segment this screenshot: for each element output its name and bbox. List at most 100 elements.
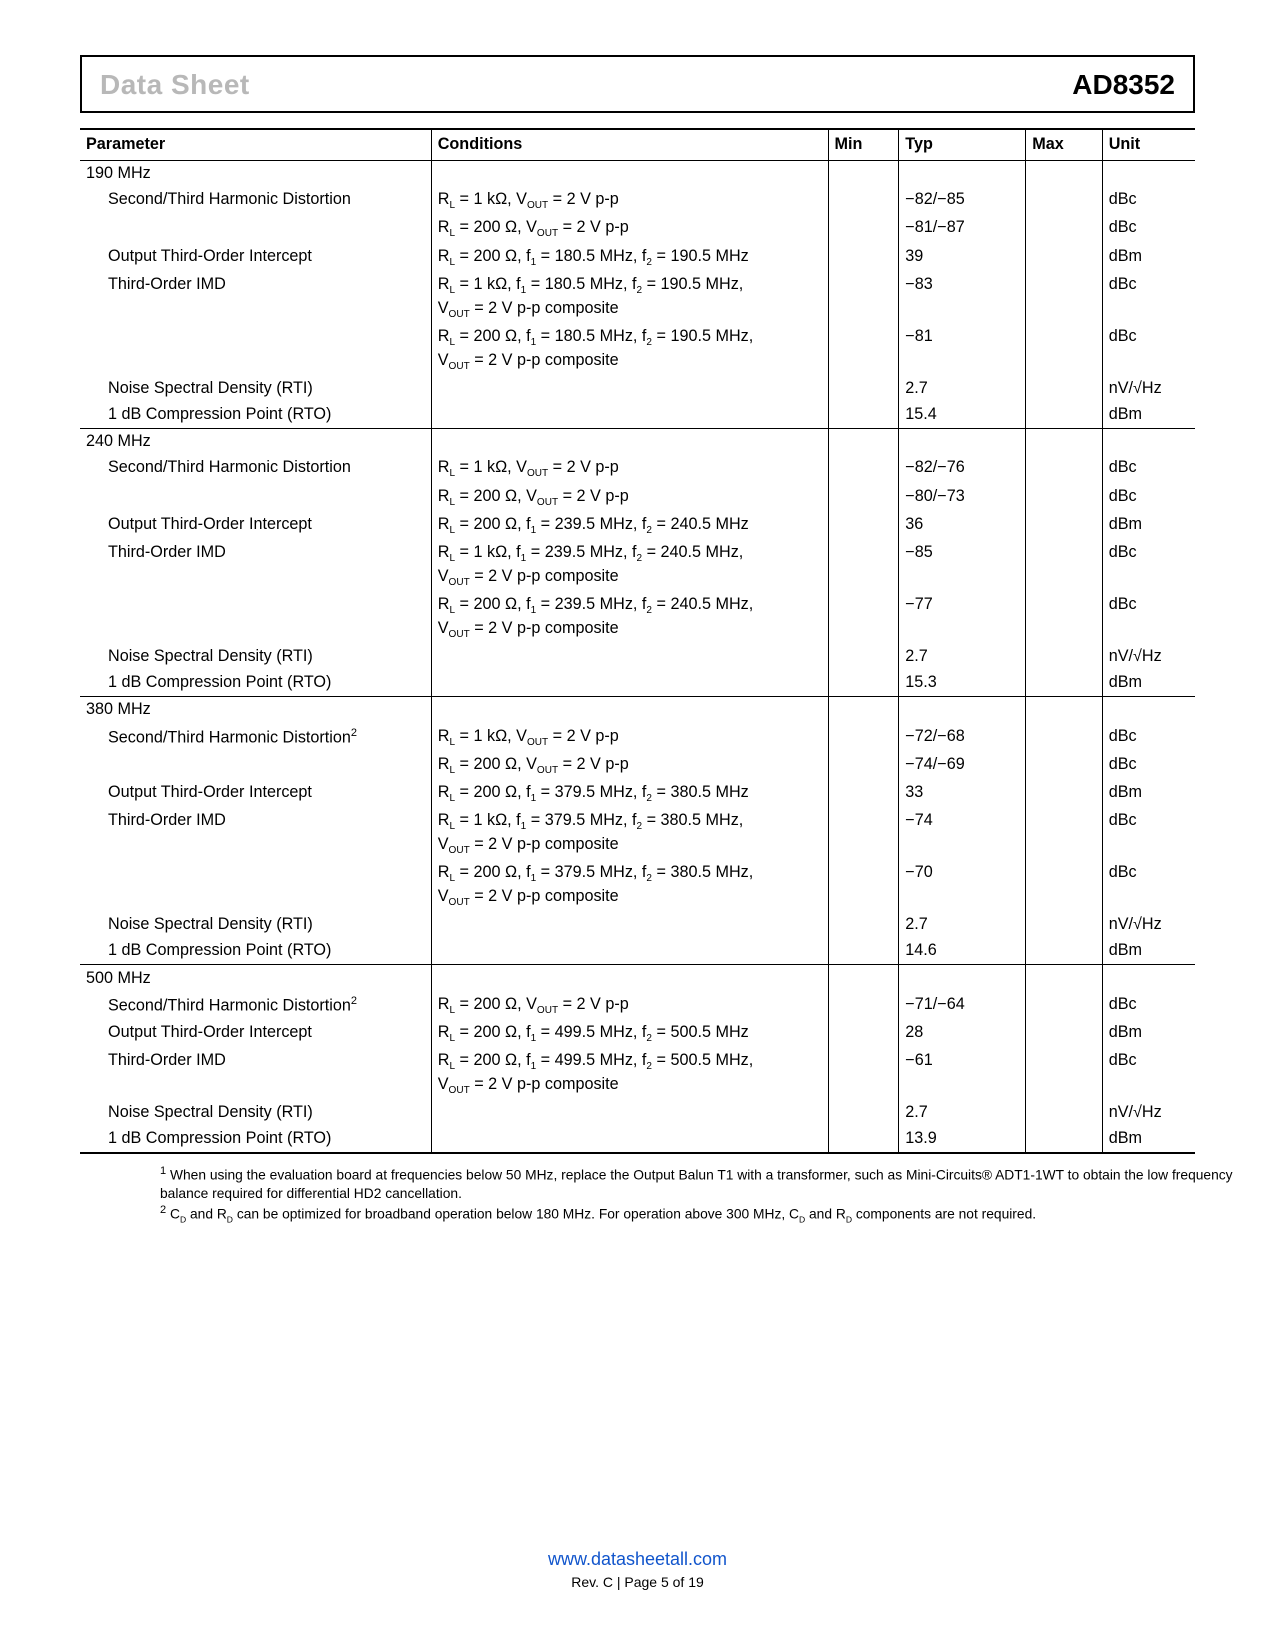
col-typ: Typ (899, 129, 1026, 160)
cell-unit: dBm (1102, 1020, 1195, 1048)
cell-unit: nV/√Hz (1102, 1100, 1195, 1126)
cell-max (1026, 272, 1102, 324)
cell-parameter: Output Third-Order Intercept (80, 512, 431, 540)
cell-unit: dBc (1102, 860, 1195, 912)
table-row: RL = 200 Ω, f1 = 180.5 MHz, f2 = 190.5 M… (80, 324, 1195, 376)
table-row: Output Third-Order InterceptRL = 200 Ω, … (80, 512, 1195, 540)
cell-unit: dBc (1102, 324, 1195, 376)
table-row: Third-Order IMDRL = 1 kΩ, f1 = 379.5 MHz… (80, 808, 1195, 860)
cell-conditions: RL = 200 Ω, VOUT = 2 V p-p (431, 992, 828, 1020)
cell-unit: dBc (1102, 992, 1195, 1020)
cell-conditions: RL = 200 Ω, f1 = 499.5 MHz, f2 = 500.5 M… (431, 1048, 828, 1100)
cell-unit: dBm (1102, 243, 1195, 271)
part-number: AD8352 (1072, 69, 1175, 101)
cell-parameter: Third-Order IMD (80, 1048, 431, 1100)
table-row: Third-Order IMDRL = 1 kΩ, f1 = 180.5 MHz… (80, 272, 1195, 324)
cell-typ: −74/−69 (899, 752, 1026, 780)
cell-conditions: RL = 200 Ω, VOUT = 2 V p-p (431, 215, 828, 243)
cell-typ: −74 (899, 808, 1026, 860)
cell-conditions: RL = 1 kΩ, f1 = 239.5 MHz, f2 = 240.5 MH… (431, 540, 828, 592)
spec-table-container: Parameter Conditions Min Typ Max Unit 19… (80, 128, 1195, 1226)
cell-max (1026, 376, 1102, 402)
cell-unit: dBc (1102, 1048, 1195, 1100)
cell-max (1026, 402, 1102, 429)
cell-parameter (80, 860, 431, 912)
cell-unit: dBm (1102, 512, 1195, 540)
cell-typ: 14.6 (899, 938, 1026, 965)
spec-table: Parameter Conditions Min Typ Max Unit 19… (80, 128, 1195, 1154)
cell-conditions: RL = 1 kΩ, f1 = 379.5 MHz, f2 = 380.5 MH… (431, 808, 828, 860)
col-conditions: Conditions (431, 129, 828, 160)
cell-unit: dBm (1102, 402, 1195, 429)
cell-parameter: Noise Spectral Density (RTI) (80, 376, 431, 402)
cell-parameter: 1 dB Compression Point (RTO) (80, 670, 431, 697)
cell-min (828, 912, 899, 938)
cell-max (1026, 187, 1102, 215)
table-row: Second/Third Harmonic Distortion2RL = 20… (80, 992, 1195, 1020)
cell-typ: −71/−64 (899, 992, 1026, 1020)
cell-unit: dBm (1102, 780, 1195, 808)
cell-typ: −77 (899, 592, 1026, 644)
cell-max (1026, 670, 1102, 697)
cell-conditions (431, 402, 828, 429)
cell-unit: nV/√Hz (1102, 644, 1195, 670)
table-row: Second/Third Harmonic Distortion2RL = 1 … (80, 723, 1195, 751)
cell-max (1026, 938, 1102, 965)
table-row: Second/Third Harmonic DistortionRL = 1 k… (80, 455, 1195, 483)
cell-unit: dBc (1102, 592, 1195, 644)
cell-conditions (431, 644, 828, 670)
cell-parameter: Second/Third Harmonic Distortion (80, 455, 431, 483)
table-row: Noise Spectral Density (RTI)2.7nV/√Hz (80, 1100, 1195, 1126)
cell-parameter: Noise Spectral Density (RTI) (80, 644, 431, 670)
cell-min (828, 402, 899, 429)
cell-max (1026, 912, 1102, 938)
table-row: Output Third-Order InterceptRL = 200 Ω, … (80, 243, 1195, 271)
cell-unit: dBc (1102, 272, 1195, 324)
cell-max (1026, 512, 1102, 540)
cell-parameter: 1 dB Compression Point (RTO) (80, 1126, 431, 1153)
cell-unit: dBc (1102, 215, 1195, 243)
col-unit: Unit (1102, 129, 1195, 160)
table-row: RL = 200 Ω, f1 = 239.5 MHz, f2 = 240.5 M… (80, 592, 1195, 644)
cell-typ: −81/−87 (899, 215, 1026, 243)
cell-typ: 13.9 (899, 1126, 1026, 1153)
table-row: Third-Order IMDRL = 200 Ω, f1 = 499.5 MH… (80, 1048, 1195, 1100)
section-title: 500 MHz (80, 965, 431, 992)
cell-unit: nV/√Hz (1102, 376, 1195, 402)
cell-parameter (80, 324, 431, 376)
cell-typ: −82/−76 (899, 455, 1026, 483)
source-link[interactable]: www.datasheetall.com (548, 1549, 727, 1569)
cell-unit: dBm (1102, 670, 1195, 697)
cell-max (1026, 1100, 1102, 1126)
cell-unit: dBc (1102, 540, 1195, 592)
cell-parameter: Second/Third Harmonic Distortion2 (80, 723, 431, 751)
cell-min (828, 376, 899, 402)
cell-unit: dBc (1102, 483, 1195, 511)
cell-conditions: RL = 1 kΩ, VOUT = 2 V p-p (431, 723, 828, 751)
cell-parameter: Third-Order IMD (80, 540, 431, 592)
cell-max (1026, 243, 1102, 271)
cell-typ: −80/−73 (899, 483, 1026, 511)
cell-typ: 2.7 (899, 1100, 1026, 1126)
table-row: RL = 200 Ω, VOUT = 2 V p-p −81/−87 dBc (80, 215, 1195, 243)
cell-parameter: Output Third-Order Intercept (80, 243, 431, 271)
table-row: Output Third-Order InterceptRL = 200 Ω, … (80, 780, 1195, 808)
cell-conditions: RL = 200 Ω, f1 = 379.5 MHz, f2 = 380.5 M… (431, 860, 828, 912)
table-row: Output Third-Order InterceptRL = 200 Ω, … (80, 1020, 1195, 1048)
page-header: Data Sheet AD8352 (80, 55, 1195, 113)
cell-conditions: RL = 200 Ω, f1 = 499.5 MHz, f2 = 500.5 M… (431, 1020, 828, 1048)
section-header-row: 240 MHz (80, 429, 1195, 456)
doc-type-label: Data Sheet (100, 69, 250, 101)
footnote: 2 CD and RD can be optimized for broadba… (160, 1203, 1275, 1226)
cell-max (1026, 215, 1102, 243)
section-title: 240 MHz (80, 429, 431, 456)
cell-max (1026, 1126, 1102, 1153)
cell-min (828, 483, 899, 511)
cell-min (828, 215, 899, 243)
cell-max (1026, 1020, 1102, 1048)
cell-typ: 15.3 (899, 670, 1026, 697)
cell-min (828, 644, 899, 670)
cell-parameter: Output Third-Order Intercept (80, 780, 431, 808)
section-header-row: 190 MHz (80, 160, 1195, 187)
cell-min (828, 1048, 899, 1100)
